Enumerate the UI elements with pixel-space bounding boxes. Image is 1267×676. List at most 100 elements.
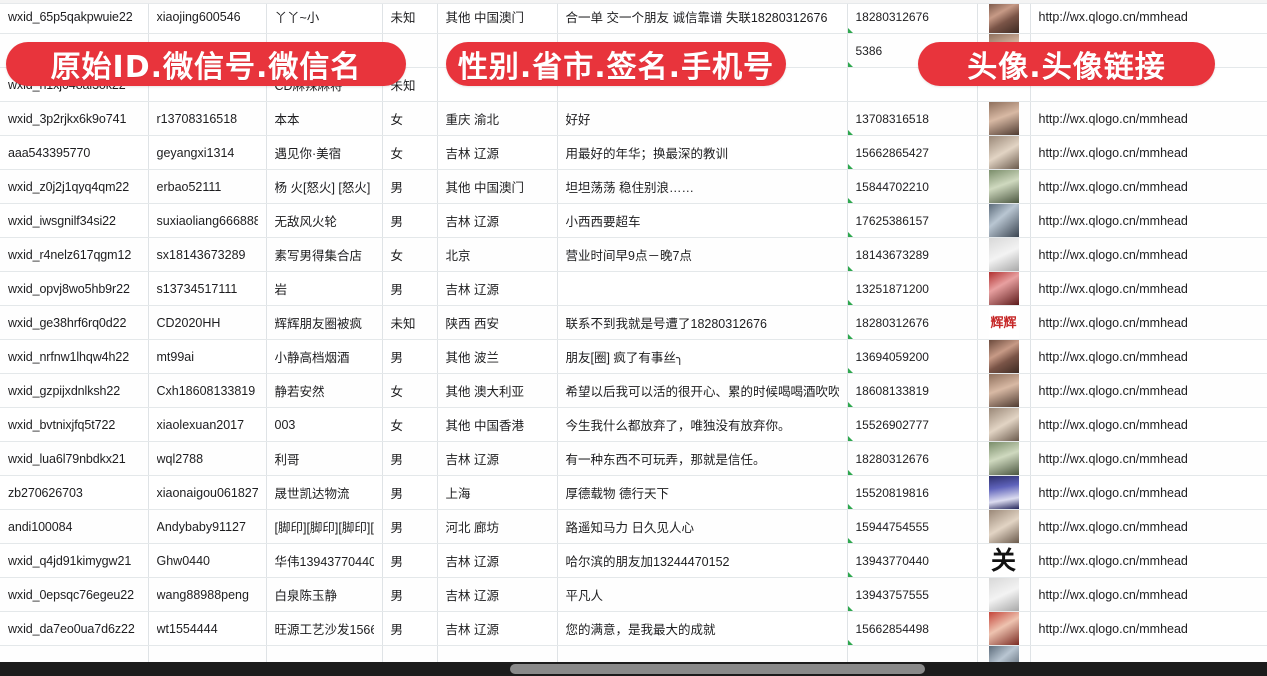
cell-avatar[interactable]	[977, 577, 1031, 613]
cell-wechat-name[interactable]: 杨 火[怒火] [怒火]	[266, 169, 383, 205]
cell-original-id[interactable]: wxid_iwsgnilf34si22	[0, 203, 149, 239]
table-row[interactable]: wxid_65p5qakpwuie22 xiaojing600546 丫丫~小 未知 其…	[0, 0, 1267, 35]
table-row[interactable]: wxid_gzpijxdnlksh22 Cxh18608133819 静若安然 女 其他…	[0, 373, 1267, 409]
table-row[interactable]: wxid_ge38hrf6rq0d22 CD2020HH 辉辉朋友圈被疯 未知 陕西 西…	[0, 305, 1267, 341]
cell-gender[interactable]: 男	[382, 543, 438, 579]
cell-avatar-url[interactable]: http://wx.qlogo.cn/mmhead	[1030, 373, 1267, 409]
cell-wechat-id[interactable]: Ghw0440	[148, 543, 267, 579]
cell-wechat-name[interactable]: 无敌风火轮	[266, 203, 383, 239]
cell-phone[interactable]: 13251871200	[847, 271, 978, 307]
cell-avatar-url[interactable]: http://wx.qlogo.cn/mmhead	[1030, 611, 1267, 647]
cell-signature[interactable]: 路遥知马力 日久见人心	[557, 509, 848, 545]
cell-avatar[interactable]: 关	[977, 543, 1031, 579]
cell-wechat-id[interactable]: suxiaoliang666888	[148, 203, 267, 239]
cell-phone[interactable]: 15944754555	[847, 509, 978, 545]
cell-avatar-url[interactable]: http://wx.qlogo.cn/mmhead	[1030, 169, 1267, 205]
cell-avatar-url[interactable]: http://wx.qlogo.cn/mmhead	[1030, 135, 1267, 171]
cell-gender[interactable]: 男	[382, 441, 438, 477]
cell-gender[interactable]: 男	[382, 339, 438, 375]
cell-signature[interactable]: 今生我什么都放弃了，唯独没有放弃你。	[557, 407, 848, 443]
table-row[interactable]: wxid_q4jd91kimygw21 Ghw0440 华伟13943770440 男…	[0, 543, 1267, 579]
cell-wechat-name[interactable]: 素写男得集合店	[266, 237, 383, 273]
cell-avatar[interactable]	[977, 475, 1031, 511]
cell-phone[interactable]	[847, 67, 978, 103]
cell-wechat-id[interactable]: CD2020HH	[148, 305, 267, 341]
cell-original-id[interactable]: wxid_bvtnixjfq5t722	[0, 407, 149, 443]
cell-original-id[interactable]: wxid_q4jd91kimygw21	[0, 543, 149, 579]
table-row[interactable]: aaa543395770 geyangxi1314 遇见你·美宿 女 吉林 辽源 用最好的…	[0, 135, 1267, 171]
cell-gender[interactable]: 女	[382, 101, 438, 137]
cell-original-id[interactable]: wxid_opvj8wo5hb9r22	[0, 271, 149, 307]
cell-region[interactable]: 重庆 渝北	[437, 101, 558, 137]
cell-phone[interactable]: 13694059200	[847, 339, 978, 375]
cell-phone[interactable]: 15662854498	[847, 611, 978, 647]
cell-phone[interactable]: 18143673289	[847, 237, 978, 273]
cell-region[interactable]: 吉林 辽源	[437, 135, 558, 171]
table-row[interactable]: wxid_z0j2j1qyq4qm22 erbao52111 杨 火[怒火] [怒火…	[0, 169, 1267, 205]
cell-avatar-url[interactable]: http://wx.qlogo.cn/mmhead	[1030, 203, 1267, 239]
cell-phone[interactable]: 18280312676	[847, 0, 978, 35]
cell-wechat-name[interactable]: 003	[266, 407, 383, 443]
cell-avatar[interactable]: 辉辉	[977, 305, 1031, 341]
table-row[interactable]: wxid_da7eo0ua7d6z22 wt1554444 旺源工艺沙发156628…	[0, 611, 1267, 647]
cell-avatar[interactable]	[977, 509, 1031, 545]
cell-phone[interactable]: 18608133819	[847, 373, 978, 409]
cell-original-id[interactable]: wxid_0epsqc76egeu22	[0, 577, 149, 613]
cell-avatar-url[interactable]: http://wx.qlogo.cn/mmhead	[1030, 305, 1267, 341]
cell-phone[interactable]: 17625386157	[847, 203, 978, 239]
cell-avatar[interactable]	[977, 373, 1031, 409]
cell-region[interactable]: 吉林 辽源	[437, 441, 558, 477]
cell-avatar[interactable]	[977, 611, 1031, 647]
table-row[interactable]: wxid_opvj8wo5hb9r22 s13734517111 岩 男 吉林 辽源 13…	[0, 271, 1267, 307]
cell-avatar[interactable]	[977, 101, 1031, 137]
cell-gender[interactable]: 未知	[382, 0, 438, 35]
cell-region[interactable]: 其他 澳大利亚	[437, 373, 558, 409]
cell-signature[interactable]: 平凡人	[557, 577, 848, 613]
cell-phone[interactable]: 13708316518	[847, 101, 978, 137]
cell-wechat-id[interactable]: wql2788	[148, 441, 267, 477]
cell-wechat-name[interactable]: 辉辉朋友圈被疯	[266, 305, 383, 341]
cell-wechat-name[interactable]: 白泉陈玉静	[266, 577, 383, 613]
cell-wechat-id[interactable]: xiaojing600546	[148, 0, 267, 35]
cell-wechat-id[interactable]: xiaolexuan2017	[148, 407, 267, 443]
cell-wechat-name[interactable]: [脚印][脚印][脚印][脚印	[266, 509, 383, 545]
cell-phone[interactable]: 15526902777	[847, 407, 978, 443]
cell-wechat-name[interactable]: 静若安然	[266, 373, 383, 409]
cell-gender[interactable]: 男	[382, 169, 438, 205]
cell-wechat-name[interactable]: 华伟13943770440	[266, 543, 383, 579]
cell-avatar-url[interactable]: http://wx.qlogo.cn/mmhead	[1030, 475, 1267, 511]
cell-signature[interactable]: 小西西要超车	[557, 203, 848, 239]
cell-original-id[interactable]: wxid_r4nelz617qgm12	[0, 237, 149, 273]
cell-signature[interactable]: 好好	[557, 101, 848, 137]
table-row[interactable]: andi100084 Andybaby91127 [脚印][脚印][脚印][脚印 男 河…	[0, 509, 1267, 545]
cell-wechat-name[interactable]: 小静高档烟酒	[266, 339, 383, 375]
cell-signature[interactable]: 哈尔滨的朋友加13244470152	[557, 543, 848, 579]
table-row[interactable]: wxid_nrfnw1lhqw4h22 mt99ai 小静高档烟酒 男 其他 波兰 朋友[…	[0, 339, 1267, 375]
cell-signature[interactable]: 合一单 交一个朋友 诚信靠谱 失联18280312676	[557, 0, 848, 35]
cell-phone[interactable]: 13943757555	[847, 577, 978, 613]
cell-original-id[interactable]: aaa543395770	[0, 135, 149, 171]
cell-avatar-url[interactable]: http://wx.qlogo.cn/mmhead	[1030, 509, 1267, 545]
cell-region[interactable]: 吉林 辽源	[437, 611, 558, 647]
cell-region[interactable]: 吉林 辽源	[437, 543, 558, 579]
cell-phone[interactable]: 18280312676	[847, 441, 978, 477]
cell-original-id[interactable]: wxid_ge38hrf6rq0d22	[0, 305, 149, 341]
cell-original-id[interactable]: zb270626703	[0, 475, 149, 511]
cell-signature[interactable]: 营业时间早9点－晚7点	[557, 237, 848, 273]
cell-region[interactable]: 上海	[437, 475, 558, 511]
horizontal-scrollbar[interactable]	[0, 662, 1267, 676]
cell-signature[interactable]: 希望以后我可以活的很开心、累的时候喝喝酒吹吹[	[557, 373, 848, 409]
cell-avatar[interactable]	[977, 339, 1031, 375]
cell-gender[interactable]: 男	[382, 203, 438, 239]
cell-avatar-url[interactable]: http://wx.qlogo.cn/mmhead	[1030, 237, 1267, 273]
cell-wechat-id[interactable]: sx18143673289	[148, 237, 267, 273]
cell-avatar-url[interactable]: http://wx.qlogo.cn/mmhead	[1030, 339, 1267, 375]
cell-original-id[interactable]: wxid_lua6l79nbdkx21	[0, 441, 149, 477]
cell-wechat-id[interactable]: Cxh18608133819	[148, 373, 267, 409]
cell-region[interactable]: 吉林 辽源	[437, 577, 558, 613]
cell-avatar-url[interactable]: http://wx.qlogo.cn/mmhead	[1030, 577, 1267, 613]
cell-region[interactable]: 吉林 辽源	[437, 203, 558, 239]
cell-gender[interactable]: 未知	[382, 305, 438, 341]
cell-original-id[interactable]: wxid_65p5qakpwuie22	[0, 0, 149, 35]
cell-wechat-name[interactable]: 遇见你·美宿	[266, 135, 383, 171]
